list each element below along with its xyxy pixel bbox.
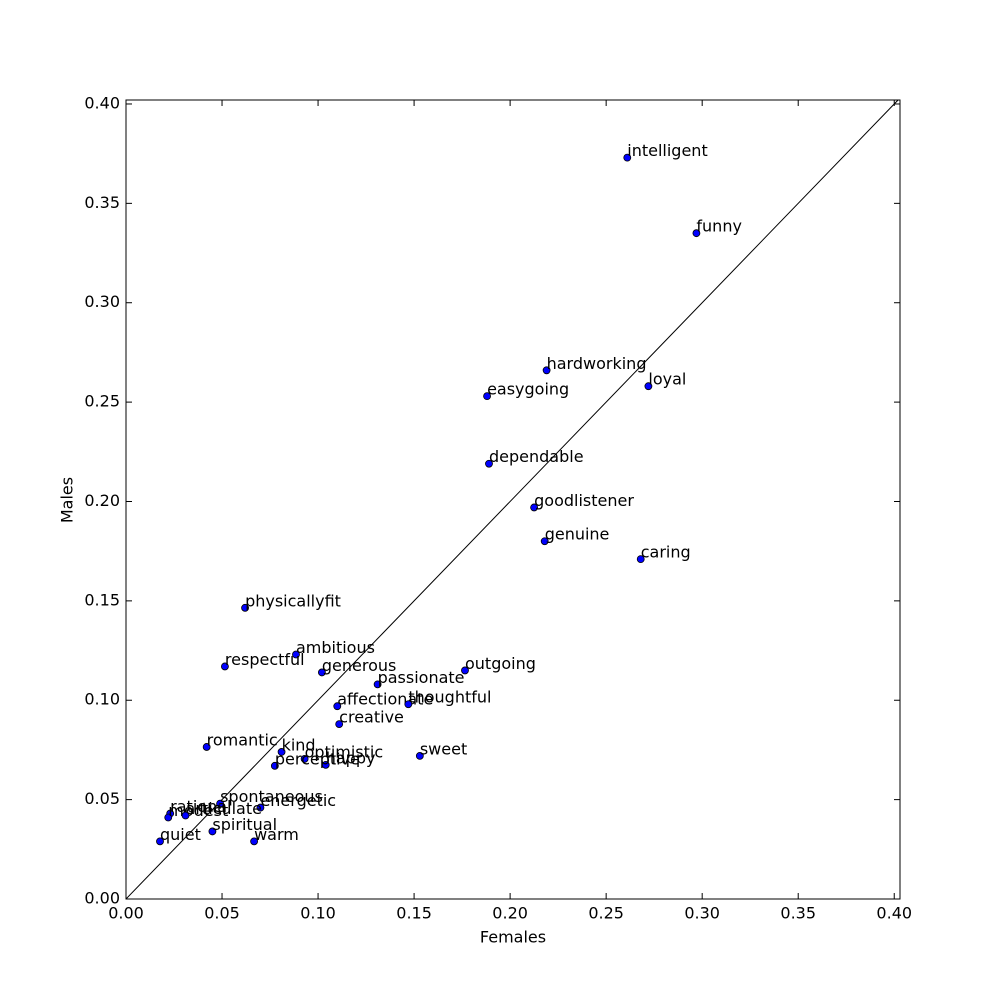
- point: [156, 837, 164, 846]
- diagonal-line: [125, 99, 899, 900]
- y-tick-label: 0.05: [84, 789, 120, 808]
- point: [221, 662, 229, 671]
- point-label: quiet: [160, 825, 201, 844]
- point-label: perceptive: [275, 749, 360, 768]
- point: [415, 751, 424, 760]
- point-label: spontaneous: [220, 787, 323, 806]
- point: [250, 837, 259, 846]
- x-tick-label: 0.05: [204, 904, 240, 923]
- point-label: articulate: [186, 799, 262, 818]
- x-tick-label: 0.20: [492, 904, 528, 923]
- point: [292, 650, 300, 659]
- point-label: passionate: [378, 668, 465, 687]
- point-label: hardworking: [547, 354, 647, 373]
- point-label: sweet: [420, 739, 467, 758]
- x-tick-label: 0.10: [300, 904, 336, 923]
- point: [181, 811, 190, 820]
- y-tick-label: 0.20: [84, 491, 120, 510]
- point: [241, 603, 249, 612]
- y-tick-label: 0.25: [84, 392, 120, 411]
- point-label: easygoing: [487, 380, 569, 399]
- y-tick-label: 0.00: [84, 889, 120, 908]
- point-label: generous: [322, 656, 396, 675]
- point-label: optimistic: [305, 742, 384, 761]
- x-tick-label: 0.15: [396, 904, 432, 923]
- x-tick-label: 0.30: [684, 904, 720, 923]
- point: [335, 720, 344, 728]
- point-label: warm: [254, 825, 299, 844]
- point: [202, 743, 211, 751]
- point: [636, 555, 645, 564]
- x-tick-label: 0.40: [876, 904, 912, 923]
- point: [318, 668, 326, 677]
- point-label: thoughtful: [408, 688, 491, 707]
- point-label: funny: [696, 217, 742, 236]
- x-tick-label: 0.35: [780, 904, 816, 923]
- point: [483, 392, 491, 401]
- x-axis-label: Females: [480, 928, 546, 947]
- y-tick-label: 0.15: [84, 590, 120, 609]
- point: [623, 153, 632, 162]
- x-tick-label: 0.25: [588, 904, 624, 923]
- point: [321, 760, 330, 769]
- point-label: dependable: [489, 447, 584, 466]
- y-tick-label: 0.30: [84, 292, 120, 311]
- point-label: spiritual: [212, 815, 277, 834]
- point: [542, 366, 551, 375]
- point-label: rational: [170, 797, 231, 816]
- point-label: kind: [282, 735, 316, 754]
- point: [373, 680, 382, 689]
- point: [300, 754, 309, 763]
- x-tick-label: 0.00: [108, 904, 144, 923]
- y-tick-label: 0.40: [84, 93, 120, 112]
- point: [164, 813, 173, 822]
- point-label: intelligent: [627, 141, 707, 160]
- point-label: physicallyfit: [245, 591, 341, 610]
- plot-frame: [125, 99, 901, 900]
- point: [208, 827, 217, 836]
- point-label: caring: [641, 543, 691, 562]
- y-tick-label: 0.10: [84, 690, 120, 709]
- point-label: loyal: [648, 370, 686, 389]
- point: [644, 382, 653, 391]
- point: [692, 229, 701, 238]
- point-label: creative: [339, 708, 404, 727]
- point: [277, 748, 286, 756]
- point-label: goodlistener: [534, 491, 634, 510]
- point: [256, 803, 265, 812]
- point-label: romantic: [207, 730, 278, 749]
- point-label: respectful: [225, 650, 305, 669]
- point: [216, 799, 225, 808]
- point: [270, 761, 279, 770]
- point: [333, 702, 342, 711]
- point: [461, 666, 469, 675]
- point-label: ambitious: [296, 638, 375, 657]
- point: [530, 503, 539, 512]
- point: [485, 459, 493, 468]
- point: [404, 700, 413, 709]
- point-label: genuine: [545, 525, 610, 544]
- point-label: happy: [326, 748, 376, 767]
- y-axis-label: Males: [58, 477, 77, 523]
- point: [540, 537, 549, 546]
- point-label: outgoing: [465, 654, 536, 673]
- point-label: energetic: [260, 791, 336, 810]
- y-tick-label: 0.35: [84, 193, 120, 212]
